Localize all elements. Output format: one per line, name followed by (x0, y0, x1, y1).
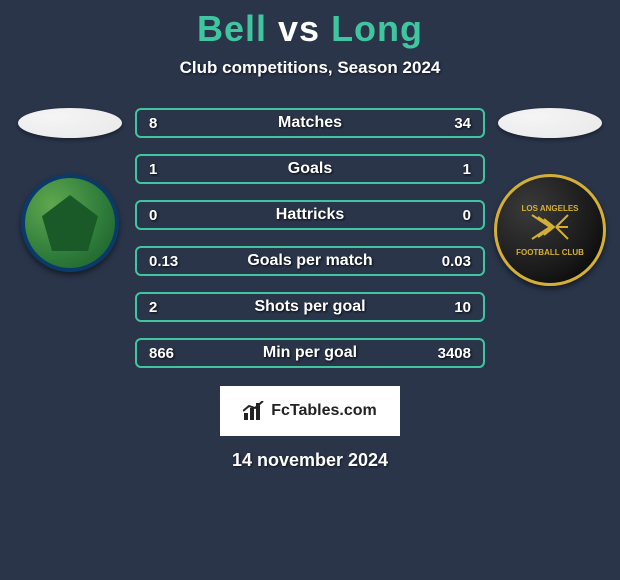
branding-chart-icon (243, 401, 265, 421)
stat-label: Min per goal (263, 344, 357, 362)
flag-right-icon (498, 108, 602, 138)
club-crest-left-icon (21, 174, 119, 272)
stat-value-right: 3408 (431, 345, 471, 362)
stat-row: 0.13 Goals per match 0.03 (135, 246, 485, 276)
stat-label: Hattricks (276, 206, 344, 224)
player1-name: Bell (197, 8, 267, 49)
stat-label: Matches (278, 114, 342, 132)
stat-value-left: 0 (149, 207, 189, 224)
stat-value-left: 0.13 (149, 253, 189, 270)
stat-value-right: 34 (431, 115, 471, 132)
crest-right-bottom-text: FOOTBALL CLUB (516, 248, 584, 257)
crest-right-top-text: LOS ANGELES (521, 204, 578, 213)
left-column (15, 108, 125, 272)
page-title: Bell vs Long (0, 8, 620, 50)
stat-label: Goals (288, 160, 332, 178)
subtitle: Club competitions, Season 2024 (0, 58, 620, 78)
content-row: 8Matches341Goals10Hattricks00.13Goals pe… (0, 108, 620, 368)
stat-value-right: 0 (431, 207, 471, 224)
stat-label: Goals per match (247, 252, 372, 270)
date-text: 14 november 2024 (0, 450, 620, 471)
stat-row: 1 Goals 1 (135, 154, 485, 184)
player2-name: Long (331, 8, 423, 49)
stat-row: 8 Matches 34 (135, 108, 485, 138)
stat-row: 866 Min per goal 3408 (135, 338, 485, 368)
branding-badge: FcTables.com (220, 386, 400, 436)
stat-value-left: 1 (149, 161, 189, 178)
stat-value-left: 8 (149, 115, 189, 132)
stat-value-right: 0.03 (431, 253, 471, 270)
stat-value-left: 2 (149, 299, 189, 316)
club-crest-right-icon: LOS ANGELES FOOTBALL CLUB (494, 174, 606, 286)
flag-left-icon (18, 108, 122, 138)
stat-value-right: 10 (431, 299, 471, 316)
stat-value-right: 1 (431, 161, 471, 178)
right-column: LOS ANGELES FOOTBALL CLUB (495, 108, 605, 286)
stats-column: 8Matches341Goals10Hattricks00.13Goals pe… (135, 108, 485, 368)
stat-label: Shots per goal (254, 298, 365, 316)
vs-text: vs (278, 8, 320, 49)
stat-row: 0 Hattricks 0 (135, 200, 485, 230)
stat-value-left: 866 (149, 345, 189, 362)
stat-row: 2 Shots per goal 10 (135, 292, 485, 322)
infographic-container: Bell vs Long Club competitions, Season 2… (0, 0, 620, 471)
branding-text: FcTables.com (271, 402, 377, 420)
crest-right-wing-icon (530, 213, 570, 246)
